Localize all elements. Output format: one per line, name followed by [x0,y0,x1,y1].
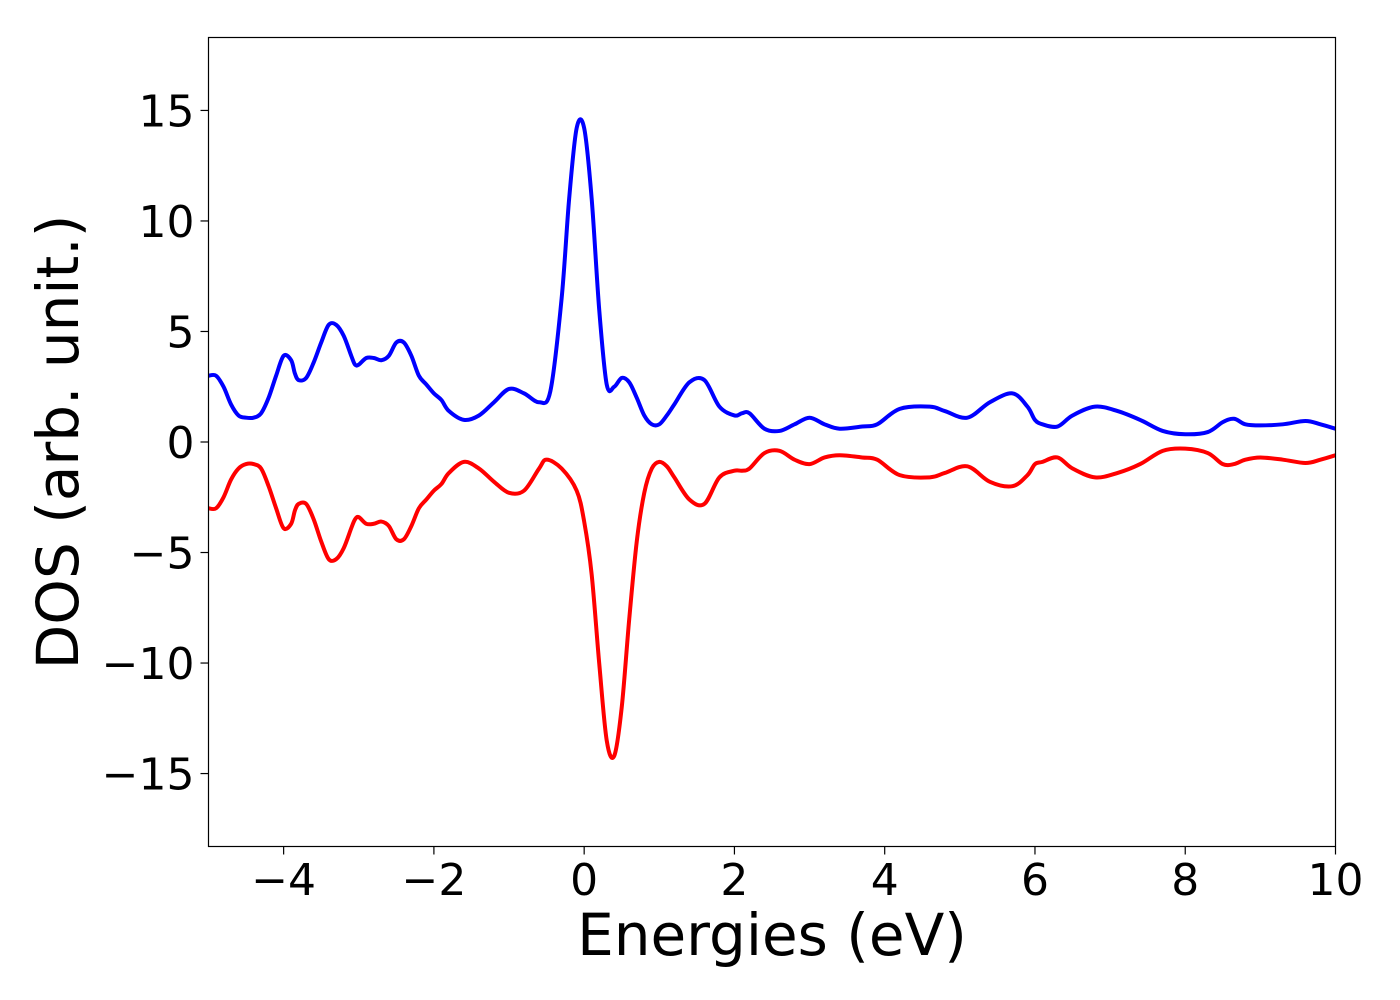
y-tick-label: 5 [167,307,195,358]
x-tick-label: 4 [871,855,899,906]
x-axis-title: Energies (eV) [577,901,967,969]
y-tick-label: −15 [102,750,195,801]
y-tick-label: 10 [139,197,195,248]
x-tick-label: 6 [1021,855,1049,906]
x-tick-label: 2 [720,855,748,906]
x-axis-ticks: −4 −2 0 2 4 6 8 10 [251,846,1364,906]
y-axis-title: DOS (arb. unit.) [24,215,92,670]
y-tick-label: −5 [130,529,195,580]
series-line-red [208,446,1337,760]
y-tick-label: −10 [102,639,195,690]
y-axis-ticks: 15 10 5 0 −5 −10 −15 [102,86,209,801]
x-tick-label: −4 [251,855,316,906]
y-tick-label: 15 [139,86,195,137]
x-tick-label: 10 [1308,855,1364,906]
x-tick-label: 0 [570,855,598,906]
series-layer [208,117,1337,760]
y-tick-label: 0 [167,418,195,469]
x-tick-label: 8 [1171,855,1199,906]
series-line-blue [208,117,1337,437]
x-tick-label: −2 [401,855,466,906]
